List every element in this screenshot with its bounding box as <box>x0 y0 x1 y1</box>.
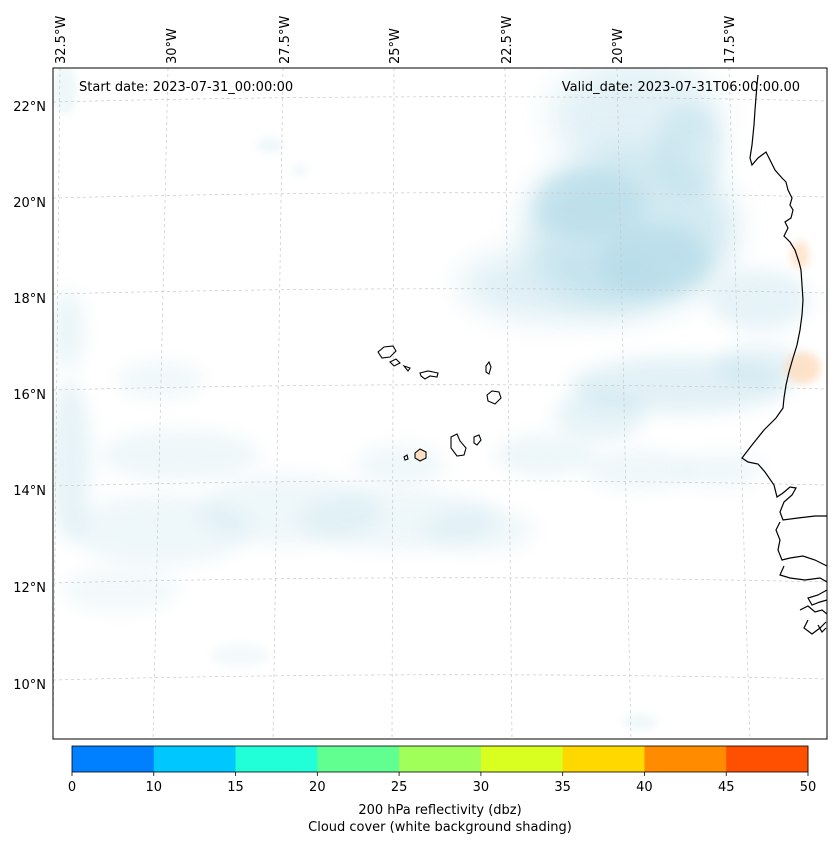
colorbar-tick-label: 40 <box>636 780 653 795</box>
colorbar-tick-label: 20 <box>309 780 326 795</box>
colorbar-tick-label: 10 <box>146 780 163 795</box>
lon-label-22-5w: 22.5°W <box>500 16 515 64</box>
colorbar-tick-label: 0 <box>68 780 76 795</box>
colorbar-segment <box>153 746 237 772</box>
colorbar-segment <box>72 746 155 772</box>
colorbar-segment <box>562 746 645 772</box>
lon-label-30w: 30°W <box>165 28 180 64</box>
valid-date-label: Valid_date: 2023-07-31T06:00:00.00 <box>562 80 800 95</box>
map-frame <box>52 67 828 740</box>
lon-label-17-5w: 17.5°W <box>723 16 738 64</box>
colorbar-tick-label: 35 <box>554 780 571 795</box>
colorbar-segment <box>317 746 400 772</box>
colorbar-tick-label: 25 <box>391 780 408 795</box>
lat-label-22n: 22°N <box>13 100 46 115</box>
latitude-labels: 22°N 20°N 18°N 16°N 14°N 12°N 10°N <box>13 100 46 693</box>
colorbar-tick-label: 30 <box>473 780 490 795</box>
colorbar-segment <box>235 746 318 772</box>
reflectivity-patches <box>415 241 821 460</box>
lon-label-27-5w: 27.5°W <box>278 16 293 64</box>
colorbar-segment <box>726 746 809 772</box>
lat-label-16n: 16°N <box>13 388 46 403</box>
lat-label-18n: 18°N <box>13 292 46 307</box>
colorbar-label-reflectivity: 200 hPa reflectivity (dbz) <box>358 803 521 818</box>
colorbar-segment <box>480 746 564 772</box>
cape-verde-islands <box>377 345 502 462</box>
lon-label-20w: 20°W <box>611 28 626 64</box>
colorbar-ticks: 0 10 15 20 25 30 35 40 45 50 <box>68 772 816 795</box>
colorbar-frame <box>71 745 809 773</box>
colorbar-segments <box>72 746 809 772</box>
lat-label-20n: 20°N <box>13 196 46 211</box>
colorbar-tick-label: 45 <box>718 780 735 795</box>
colorbar-tick-label: 15 <box>227 780 244 795</box>
longitude-labels: 32.5°W 30°W 27.5°W 25°W 22.5°W 20°W 17.5… <box>54 16 738 64</box>
lon-label-32-5w: 32.5°W <box>54 16 69 64</box>
lat-label-12n: 12°N <box>13 581 46 596</box>
cloud-cover-shading <box>53 68 810 730</box>
colorbar-segment <box>399 746 482 772</box>
graticule <box>53 68 827 739</box>
coastline-africa <box>741 74 827 635</box>
colorbar-label-cloud-cover: Cloud cover (white background shading) <box>308 820 572 835</box>
start-date-label: Start date: 2023-07-31_00:00:00 <box>79 80 293 95</box>
lon-label-25w: 25°W <box>388 28 403 64</box>
lat-label-10n: 10°N <box>13 678 46 693</box>
colorbar: 0 10 15 20 25 30 35 40 45 50 200 hPa reflectivity… <box>68 745 816 835</box>
colorbar-segment <box>644 746 727 772</box>
lat-label-14n: 14°N <box>13 484 46 499</box>
map-content <box>53 68 827 739</box>
colorbar-tick-label: 50 <box>800 780 817 795</box>
